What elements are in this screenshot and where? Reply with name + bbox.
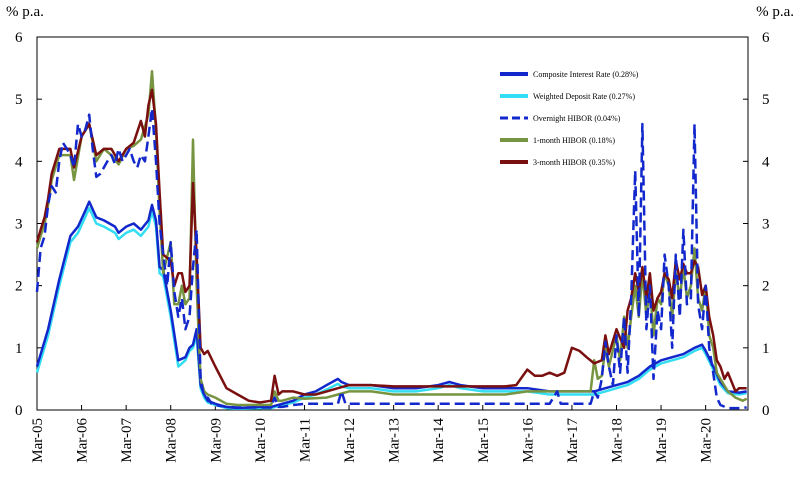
y-tick-label-left: 3: [15, 217, 23, 233]
legend-label-3: 1-month HIBOR (0.18%): [533, 136, 615, 145]
axes: 0 0 1 1 2 2 3 3 4 4 5 5 6 6 Mar-05 Mar-06 Mar-07 Mar-08 Ma…: [15, 30, 770, 463]
legend-label-1: Weighted Deposit Rate (0.27%): [533, 92, 635, 101]
x-tick-label: Mar-10: [253, 418, 269, 463]
y-tick-label-right: 2: [762, 279, 770, 295]
y-tick-label-left: 5: [15, 92, 23, 108]
x-tick-label: Mar-07: [119, 418, 135, 463]
x-tick-label: Mar-18: [609, 418, 625, 463]
y-axis-unit-right: % p.a.: [756, 4, 794, 20]
series-line-4: [35, 88, 747, 404]
series-line-1: [35, 206, 747, 411]
x-tick-label: Mar-09: [208, 418, 224, 463]
y-tick-label-left: 0: [15, 403, 23, 419]
x-tick-label: Mar-19: [654, 418, 670, 463]
x-tick-label: Mar-13: [387, 418, 403, 463]
x-tick-label: Mar-15: [476, 418, 492, 463]
y-tick-label-right: 5: [762, 92, 770, 108]
y-axis-unit-left: % p.a.: [6, 4, 44, 20]
x-tick-label: Mar-17: [565, 418, 581, 463]
plot-frame: [36, 36, 749, 411]
x-tick-label: Mar-06: [75, 418, 91, 463]
y-tick-label-right: 0: [762, 403, 770, 419]
x-tick-label: Mar-11: [297, 418, 313, 462]
y-tick-label-right: 1: [762, 341, 770, 357]
x-tick-label: Mar-08: [164, 418, 180, 463]
y-tick-label-left: 6: [15, 30, 23, 46]
y-tick-label-right: 6: [762, 30, 770, 46]
y-tick-label-right: 3: [762, 217, 770, 233]
y-tick-label-left: 4: [15, 154, 23, 170]
legend-label-2: Overnight HIBOR (0.04%): [533, 114, 621, 123]
x-tick-label: Mar-20: [699, 418, 715, 463]
x-tick-label: Mar-05: [30, 418, 46, 463]
legend-label-0: Composite Interest Rate (0.28%): [533, 70, 639, 79]
x-tick-label: Mar-14: [431, 418, 447, 463]
legend: Composite Interest Rate (0.28%) Weighted …: [500, 70, 639, 167]
x-tick-label: Mar-16: [520, 418, 536, 463]
y-tick-label-left: 2: [15, 279, 23, 295]
series-lines: [35, 69, 748, 411]
x-tick-label: Mar-12: [342, 418, 358, 463]
series-line-2: [35, 107, 747, 410]
legend-label-4: 3-month HIBOR (0.35%): [533, 158, 615, 167]
y-tick-label-right: 4: [762, 154, 770, 170]
y-tick-label-left: 1: [15, 341, 23, 357]
series-line-3: [35, 69, 748, 407]
series-line-0: [35, 200, 747, 410]
